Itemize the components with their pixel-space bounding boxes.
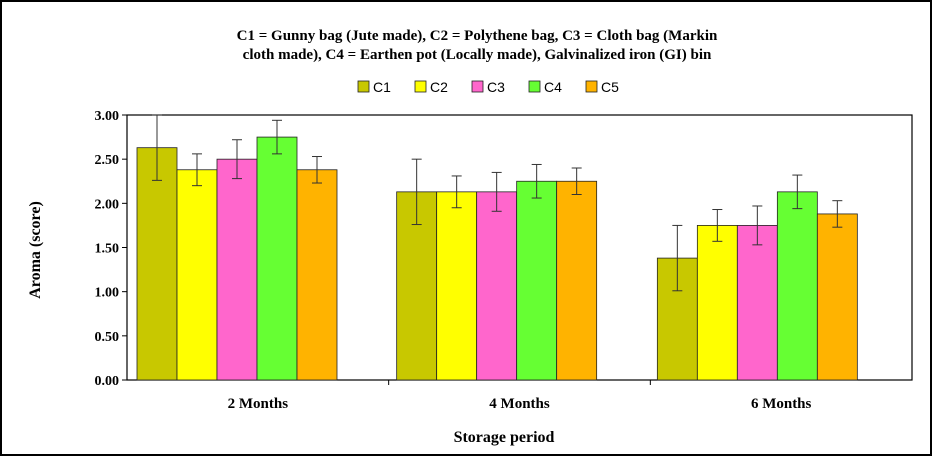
legend-label-c3: C3 (487, 79, 505, 95)
legend-label-c2: C2 (430, 79, 448, 95)
y-tick-label: 0.50 (95, 330, 120, 345)
bar-c5 (296, 169, 338, 381)
bar-c5 (556, 180, 598, 381)
bar-c4 (256, 136, 298, 381)
bar-c3 (736, 225, 778, 381)
legend-swatch-c2 (414, 80, 427, 93)
bar-c4 (516, 180, 558, 381)
x-axis-title: Storage period (454, 429, 555, 446)
legend: C1 C2 C3 C4 C5 (357, 79, 619, 95)
bar-c5 (816, 213, 858, 381)
bar-c2 (176, 169, 218, 381)
bar-c4 (776, 191, 818, 381)
y-tick-label: 0.00 (95, 374, 120, 389)
bar-c1 (136, 147, 178, 381)
y-tick-label: 2.50 (95, 153, 120, 168)
legend-swatch-c4 (528, 80, 541, 93)
legend-swatch-c3 (471, 80, 484, 93)
legend-swatch-c5 (585, 80, 598, 93)
legend-label-c4: C4 (544, 79, 562, 95)
y-axis-title: Aroma (score) (27, 201, 44, 299)
y-tick-label: 2.00 (95, 197, 120, 212)
plot-area: 0.00 0.50 1.00 1.50 2.00 2.50 3.00 2 Months 4 Mo… (95, 109, 913, 412)
bar-c2 (436, 191, 478, 381)
legend-label-c5: C5 (601, 79, 619, 95)
x-category-label: 2 Months (228, 396, 289, 412)
legend-label-c1: C1 (373, 79, 391, 95)
chart-title-line-1: C1 = Gunny bag (Jute made), C2 = Polythe… (237, 28, 718, 44)
legend-swatch-c1 (357, 80, 370, 93)
x-category-label: 4 Months (489, 396, 550, 412)
y-tick-label: 1.50 (95, 242, 120, 257)
bar-c2 (696, 225, 738, 381)
chart-title-line-2: cloth made), C4 = Earthen pot (Locally m… (243, 47, 712, 63)
bar-c3 (476, 191, 518, 381)
x-category-label: 6 Months (751, 396, 812, 412)
y-tick-label: 3.00 (95, 109, 120, 124)
bar-c3 (216, 158, 258, 381)
chart-title: C1 = Gunny bag (Jute made), C2 = Polythe… (237, 28, 718, 63)
y-tick-label: 1.00 (95, 286, 120, 301)
